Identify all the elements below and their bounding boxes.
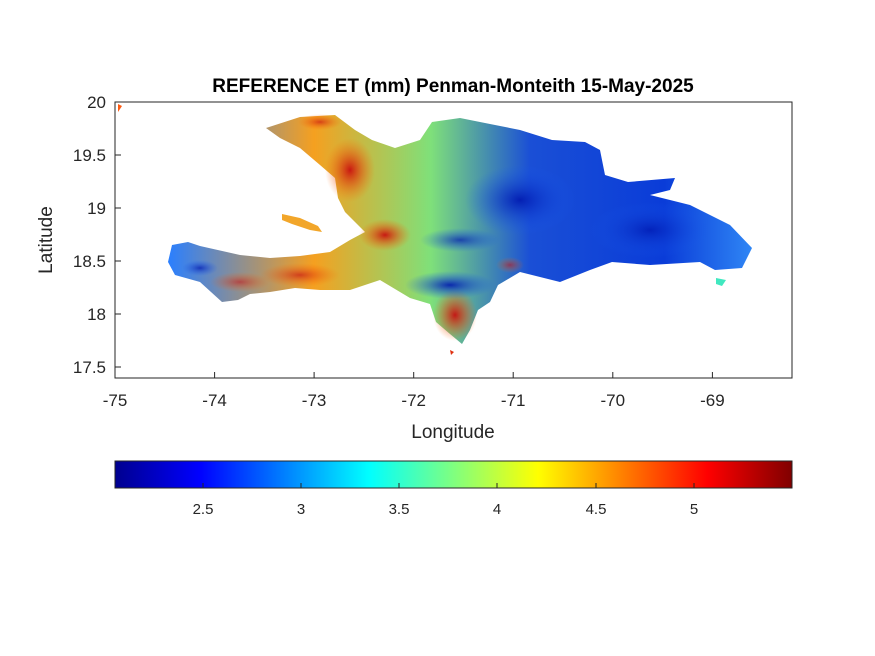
x-axis-label: Longitude [411,422,494,443]
gonave-island [282,214,322,232]
y-axis-label: Latitude [36,206,57,274]
x-tick-label: -72 [401,391,426,410]
y-tick-label: 17.5 [73,358,106,377]
saona-island [716,278,726,286]
y-tick-label: 18 [87,305,106,324]
y-axis: 20 19.5 19 18.5 18 17.5 Latitude [36,93,121,377]
colorbar-tick-label: 2.5 [193,501,214,518]
colorbar-tick-label: 5 [690,501,698,518]
x-tick-label: -71 [501,391,526,410]
y-tick-label: 20 [87,93,106,112]
y-tick-label: 19.5 [73,146,106,165]
x-tick-label: -74 [202,391,227,410]
x-tick-label: -73 [302,391,327,410]
colorbar-tick-label: 3.5 [389,501,410,518]
colorbar-tick-label: 3 [297,501,305,518]
x-tick-label: -75 [103,391,128,410]
beata-islet [450,350,454,355]
colorbar-tick-label: 4.5 [586,501,607,518]
colorbar-gradient [114,460,793,489]
et-raster-layer [118,104,752,355]
y-tick-label: 18.5 [73,252,106,271]
tortuga-island [118,104,122,112]
chart-title: REFERENCE ET (mm) Penman-Monteith 15-May… [212,76,694,97]
x-axis: -75 -74 -73 -72 -71 -70 -69 Longitude [103,372,725,443]
y-tick-label: 19 [87,199,106,218]
colorbar: 2.5 3 3.5 4 4.5 5 [114,460,793,518]
colorbar-tick-label: 4 [493,501,501,518]
x-tick-label: -69 [700,391,725,410]
x-tick-label: -70 [601,391,626,410]
